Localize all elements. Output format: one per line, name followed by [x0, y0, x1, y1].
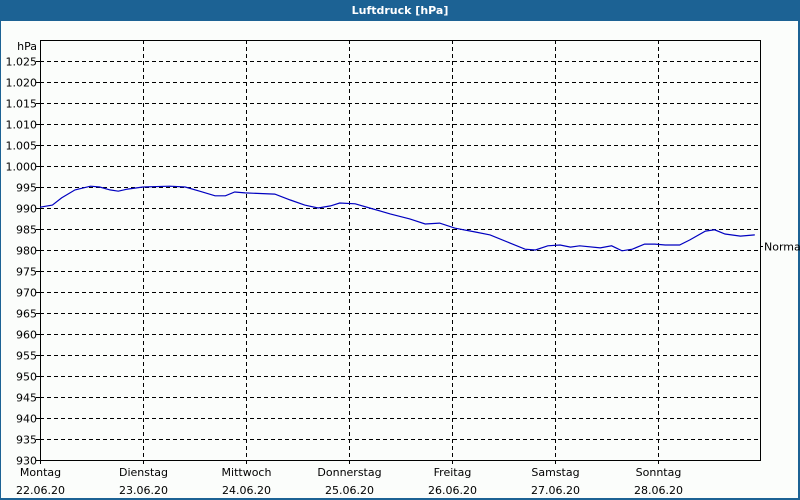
y-tick-label: 960	[16, 329, 37, 342]
y-tick-label: 1.010	[6, 119, 38, 132]
y-tick-label: 970	[16, 287, 37, 300]
x-label-day: Donnerstag	[317, 466, 381, 479]
y-tick-label: 1.005	[6, 140, 38, 153]
pressure-line	[39, 185, 755, 252]
y-tick-label: 945	[16, 392, 37, 405]
y-tick-label: 975	[16, 266, 37, 279]
x-label-date: 28.06.20	[634, 484, 683, 497]
x-label-day: Mittwoch	[222, 466, 272, 479]
y-tick-label: 1.015	[6, 98, 38, 111]
y-tick-label: 980	[16, 245, 37, 258]
y-axis-unit-label: hPa	[17, 40, 37, 53]
x-label-day: Sonntag	[636, 466, 682, 479]
x-label-date: 25.06.20	[325, 484, 374, 497]
x-label-date: 23.06.20	[119, 484, 168, 497]
x-label-day: Montag	[20, 466, 61, 479]
x-label-day: Freitag	[434, 466, 472, 479]
y-tick-label: 1.000	[6, 161, 38, 174]
y-tick-label: 1.025	[6, 56, 38, 69]
chart-title: Luftdruck [hPa]	[351, 4, 449, 17]
x-label-date: 26.06.20	[428, 484, 477, 497]
x-label-date: 22.06.20	[16, 484, 65, 497]
normal-label: Normal	[764, 241, 800, 254]
y-tick-label: 955	[16, 350, 37, 363]
y-tick-label: 935	[16, 434, 37, 447]
x-label-date: 24.06.20	[222, 484, 271, 497]
y-tick-label: 940	[16, 413, 37, 426]
y-tick-label: 995	[16, 182, 37, 195]
y-tick-label: 1.020	[6, 77, 38, 90]
x-label-day: Dienstag	[119, 466, 168, 479]
plot-frame	[40, 40, 761, 461]
y-tick-label: 950	[16, 371, 37, 384]
x-label-day: Samstag	[531, 466, 579, 479]
y-tick-label: 985	[16, 224, 37, 237]
y-tick-label: 965	[16, 308, 37, 321]
y-tick-label: 930	[16, 455, 37, 468]
chart-title-bar: Luftdruck [hPa]	[0, 0, 800, 20]
x-label-date: 27.06.20	[531, 484, 580, 497]
y-tick-label: 990	[16, 203, 37, 216]
